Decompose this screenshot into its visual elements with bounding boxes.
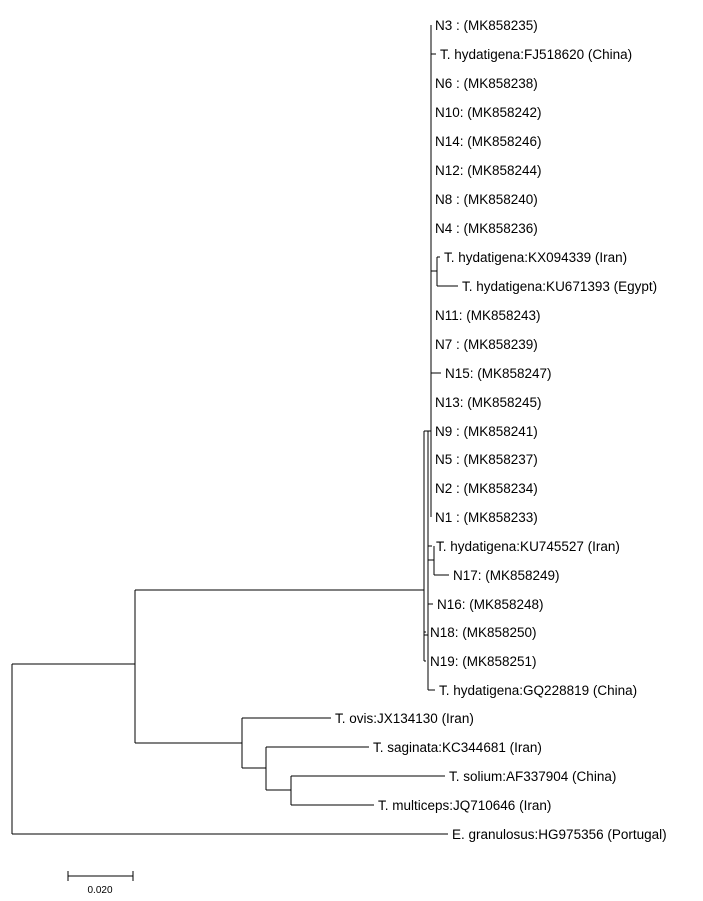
taxon-label: T. ovis:JX134130 (Iran)	[335, 711, 474, 726]
taxon-label: E. granulosus:HG975356 (Portugal)	[452, 827, 667, 842]
taxon-label: N8 : (MK858240)	[435, 192, 538, 207]
tree-branches	[11, 25, 458, 835]
taxon-label: N9 : (MK858241)	[435, 424, 538, 439]
taxon-label: T. hydatigena:GQ228819 (China)	[439, 683, 637, 698]
taxon-labels: N3 : (MK858235) T. hydatigena:FJ518620 (C…	[335, 18, 667, 842]
taxon-label: T. saginata:KC344681 (Iran)	[373, 740, 542, 755]
taxon-label: N14: (MK858246)	[435, 134, 542, 149]
taxon-label: T. hydatigena:FJ518620 (China)	[440, 47, 632, 62]
taxon-label: N13: (MK858245)	[435, 395, 542, 410]
taxon-label: N11: (MK858243)	[435, 308, 541, 323]
taxon-label: N16: (MK858248)	[437, 597, 544, 612]
taxon-label: N7 : (MK858239)	[435, 337, 538, 352]
taxon-label: N3 : (MK858235)	[435, 18, 538, 33]
taxon-label: N19: (MK858251)	[430, 654, 537, 669]
taxon-label: N6 : (MK858238)	[435, 76, 538, 91]
taxon-label: T. hydatigena:KU671393 (Egypt)	[462, 279, 657, 294]
taxon-label: N1 : (MK858233)	[435, 510, 538, 525]
taxon-label: T. solium:AF337904 (China)	[449, 769, 616, 784]
taxon-label: T. multiceps:JQ710646 (Iran)	[378, 798, 551, 813]
taxon-label: N18: (MK858250)	[430, 625, 537, 640]
taxon-label: N4 : (MK858236)	[435, 221, 538, 236]
taxon-label: N2 : (MK858234)	[435, 481, 538, 496]
scale-bar: 0.020	[67, 871, 134, 896]
taxon-label: N17: (MK858249)	[453, 568, 560, 583]
taxon-label: T. hydatigena:KU745527 (Iran)	[436, 539, 620, 554]
taxon-label: N5 : (MK858237)	[435, 452, 538, 467]
taxon-label: N15: (MK858247)	[445, 366, 552, 381]
scale-bar-label: 0.020	[87, 885, 112, 896]
taxon-label: N12: (MK858244)	[435, 163, 542, 178]
taxon-label: N10: (MK858242)	[435, 105, 542, 120]
taxon-label: T. hydatigena:KX094339 (Iran)	[444, 250, 627, 265]
